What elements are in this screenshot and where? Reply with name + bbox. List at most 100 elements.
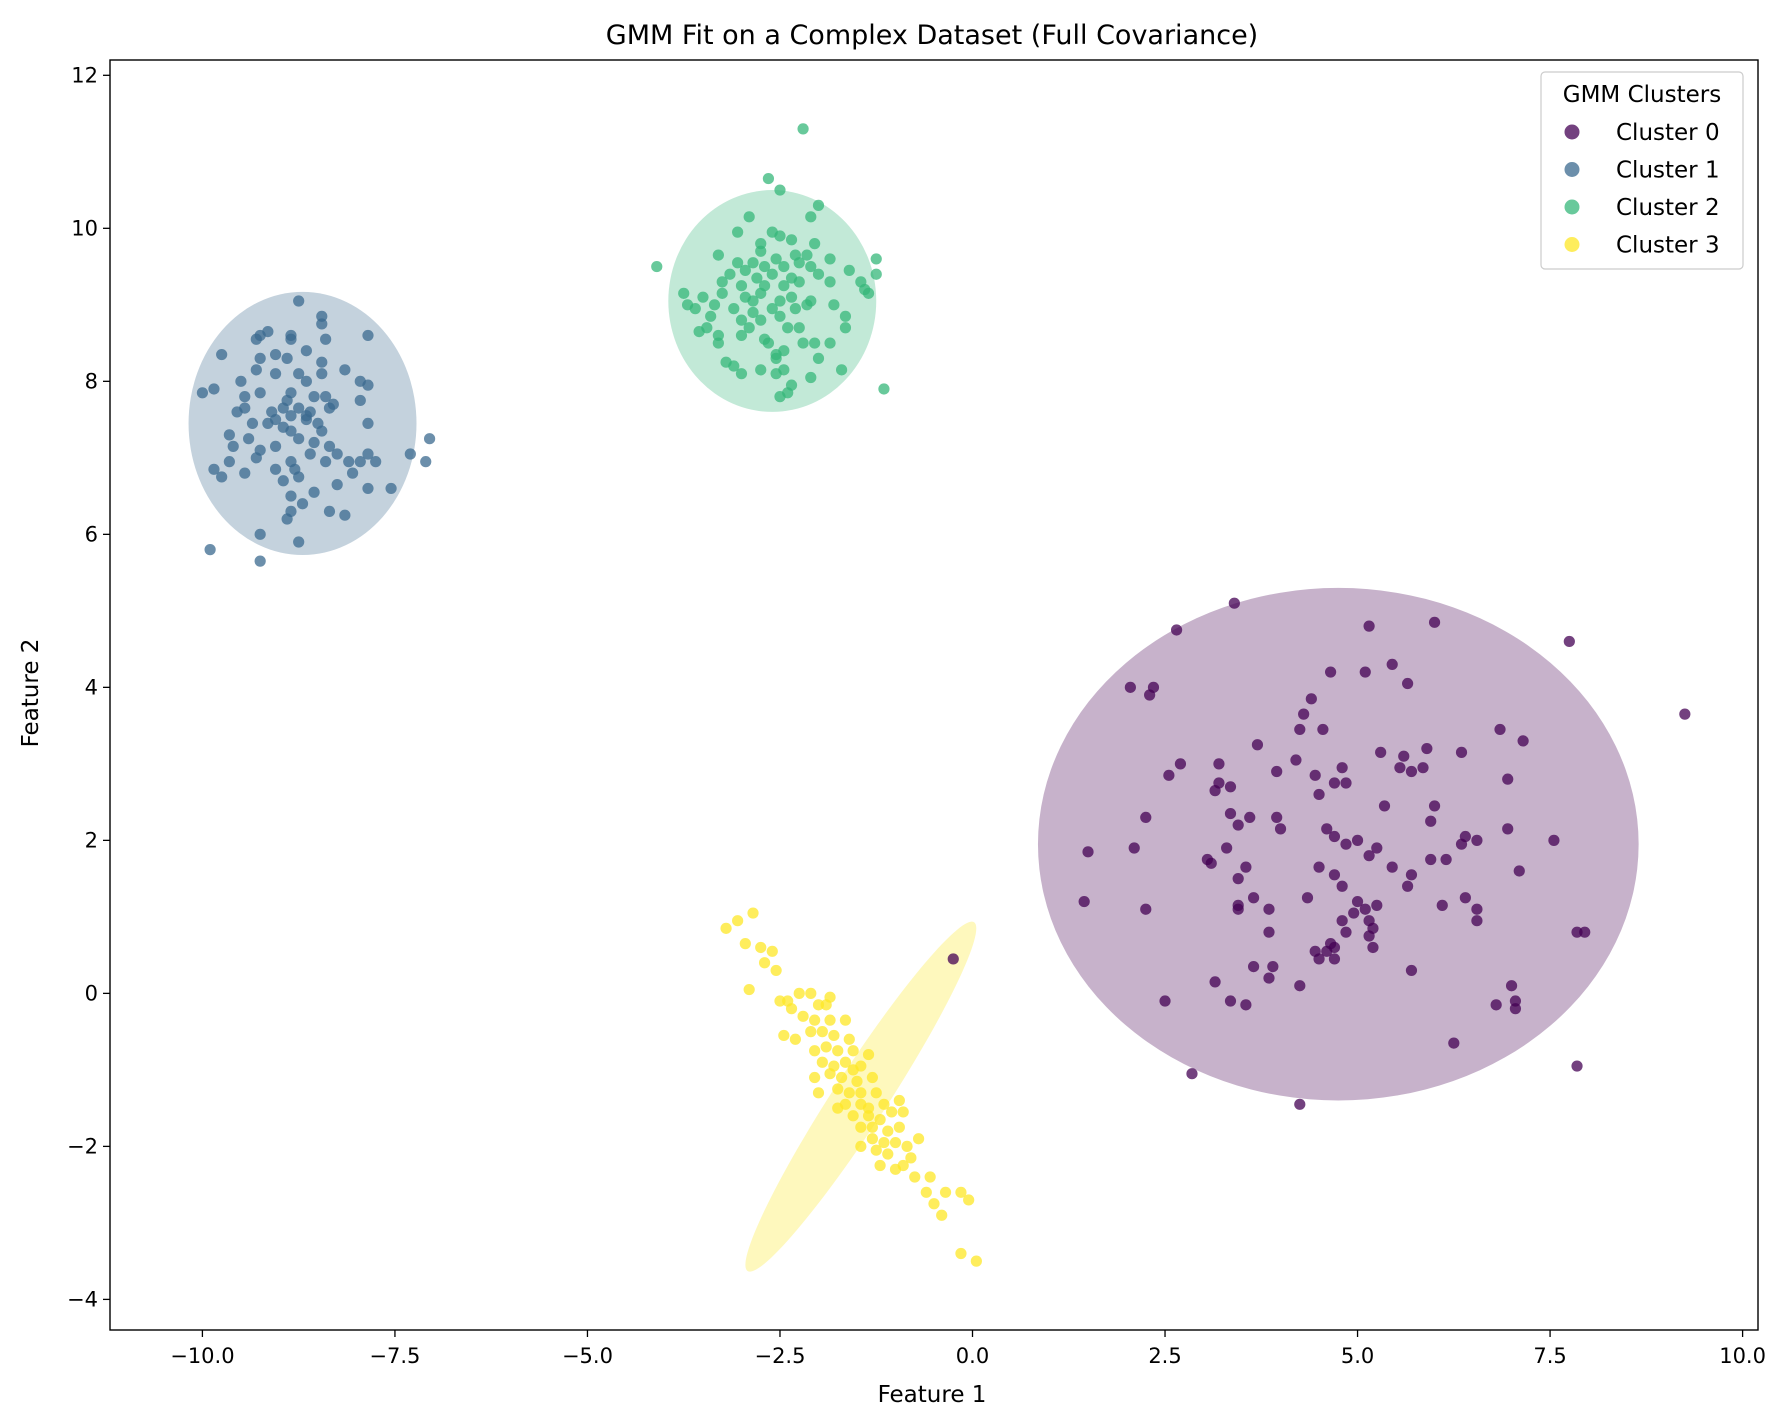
cluster-0-point: [1502, 773, 1514, 785]
cluster-0-point: [1405, 765, 1418, 778]
legend-marker: [1564, 162, 1580, 177]
cluster-0-point: [1271, 811, 1283, 824]
cluster-3-point: [970, 1255, 982, 1267]
cluster-0-point: [1417, 762, 1429, 774]
cluster-1-point: [227, 440, 239, 452]
cluster-0-point: [1328, 953, 1341, 965]
cluster-0-point: [1328, 777, 1341, 789]
cluster-2-point: [824, 276, 836, 288]
x-tick-label: −5.0: [562, 1344, 613, 1368]
cluster-2-point: [766, 303, 778, 315]
cluster-3-point: [839, 1014, 852, 1026]
cluster-0-point: [1359, 666, 1371, 678]
x-tick-label: −10.0: [170, 1344, 234, 1368]
cluster-2-point: [735, 329, 748, 342]
cluster-3-point: [955, 1247, 967, 1260]
cluster-2-point: [732, 257, 744, 269]
cluster-0-point: [1375, 746, 1387, 758]
cluster-1-point: [331, 479, 343, 491]
cluster-1-point: [362, 417, 374, 430]
cluster-1-point: [196, 387, 209, 399]
cluster-3-point: [828, 1029, 840, 1042]
cluster-1-point: [320, 391, 332, 403]
cluster-3-point: [874, 1159, 886, 1172]
cluster-0-point: [1502, 823, 1514, 835]
cluster-2-point: [774, 230, 786, 242]
cluster-1-point: [277, 402, 289, 414]
cluster-3-point: [809, 1045, 821, 1057]
cluster-3-point: [847, 1064, 859, 1076]
cluster-1-point: [269, 368, 282, 380]
cluster-0-point: [1459, 892, 1471, 904]
cluster-3-point: [893, 1094, 905, 1107]
legend-label: Cluster 3: [1616, 233, 1720, 259]
cluster-1-point: [293, 536, 305, 548]
cluster-0-point: [1228, 597, 1240, 609]
y-tick-label: 10: [71, 216, 98, 240]
cluster-2-point: [801, 249, 813, 261]
cluster-2-point: [812, 268, 825, 280]
cluster-1-point: [254, 555, 266, 567]
cluster-1-point: [331, 448, 343, 460]
cluster-3-point: [809, 1071, 821, 1084]
cluster-2-point: [778, 280, 790, 292]
cluster-2-point: [835, 364, 848, 376]
cluster-1-point: [346, 467, 359, 479]
cluster-3-point: [824, 1068, 836, 1080]
cluster-1-point: [269, 463, 282, 475]
cluster-2-point: [801, 299, 813, 311]
cluster-3-point: [963, 1194, 975, 1206]
cluster-0-point: [1140, 903, 1152, 915]
cluster-0-point: [1324, 666, 1337, 678]
cluster-0-point: [1490, 999, 1502, 1011]
cluster-0-point: [1348, 907, 1360, 919]
y-tick-label: 12: [71, 63, 98, 87]
x-tick-label: 5.0: [1341, 1344, 1374, 1368]
cluster-0-point: [1471, 834, 1483, 846]
cluster-0-point: [1232, 903, 1244, 915]
cluster-2-point: [812, 199, 825, 211]
cluster-3-point: [843, 1087, 855, 1099]
cluster-1-point: [316, 368, 328, 380]
cluster-3-point: [824, 1014, 836, 1026]
cluster-3-point: [897, 1159, 909, 1172]
cluster-2-point: [778, 345, 790, 357]
cluster-1-point: [293, 295, 305, 307]
cluster-0-point: [1209, 976, 1221, 988]
cluster-3-point: [955, 1186, 967, 1198]
cluster-3-point: [855, 1121, 867, 1133]
cluster-0-point: [1340, 777, 1352, 789]
cluster-1-point: [323, 440, 336, 452]
cluster-3-point: [816, 1026, 828, 1038]
cluster-0-point: [1402, 880, 1414, 892]
cluster-2-point: [762, 172, 775, 185]
cluster-0-point: [1224, 781, 1237, 793]
cluster-3-point: [847, 1045, 859, 1057]
cluster-0-point: [1328, 869, 1341, 881]
cluster-2-point: [728, 303, 740, 315]
cluster-3-point: [805, 987, 817, 999]
cluster-0-point: [1170, 624, 1183, 636]
cluster-2-point: [755, 314, 767, 326]
cluster-3-point: [805, 1026, 817, 1038]
x-tick-label: 7.5: [1533, 1344, 1566, 1368]
cluster-0-point: [1124, 681, 1136, 693]
legend-label: Cluster 2: [1616, 195, 1720, 221]
cluster-0-point: [1679, 708, 1691, 720]
cluster-2-point: [770, 253, 782, 265]
cluster-2-point: [870, 268, 882, 280]
cluster-2-point: [689, 303, 701, 315]
cluster-3-point: [862, 1048, 875, 1061]
cluster-1-point: [250, 364, 262, 376]
cluster-0-point: [1144, 689, 1156, 701]
cluster-3-point: [882, 1125, 894, 1137]
cluster-3-point: [870, 1087, 882, 1099]
y-axis-ticks: −4 −2 0 2 4 6 8 10 12: [67, 63, 110, 1311]
cluster-0-point: [1313, 788, 1325, 801]
cluster-2-point: [716, 287, 728, 299]
cluster-0-point: [1082, 846, 1094, 858]
cluster-3-point: [866, 1133, 878, 1145]
cluster-0-point: [1205, 857, 1217, 869]
cluster-1-point: [269, 440, 282, 452]
cluster-2-point: [785, 234, 798, 246]
